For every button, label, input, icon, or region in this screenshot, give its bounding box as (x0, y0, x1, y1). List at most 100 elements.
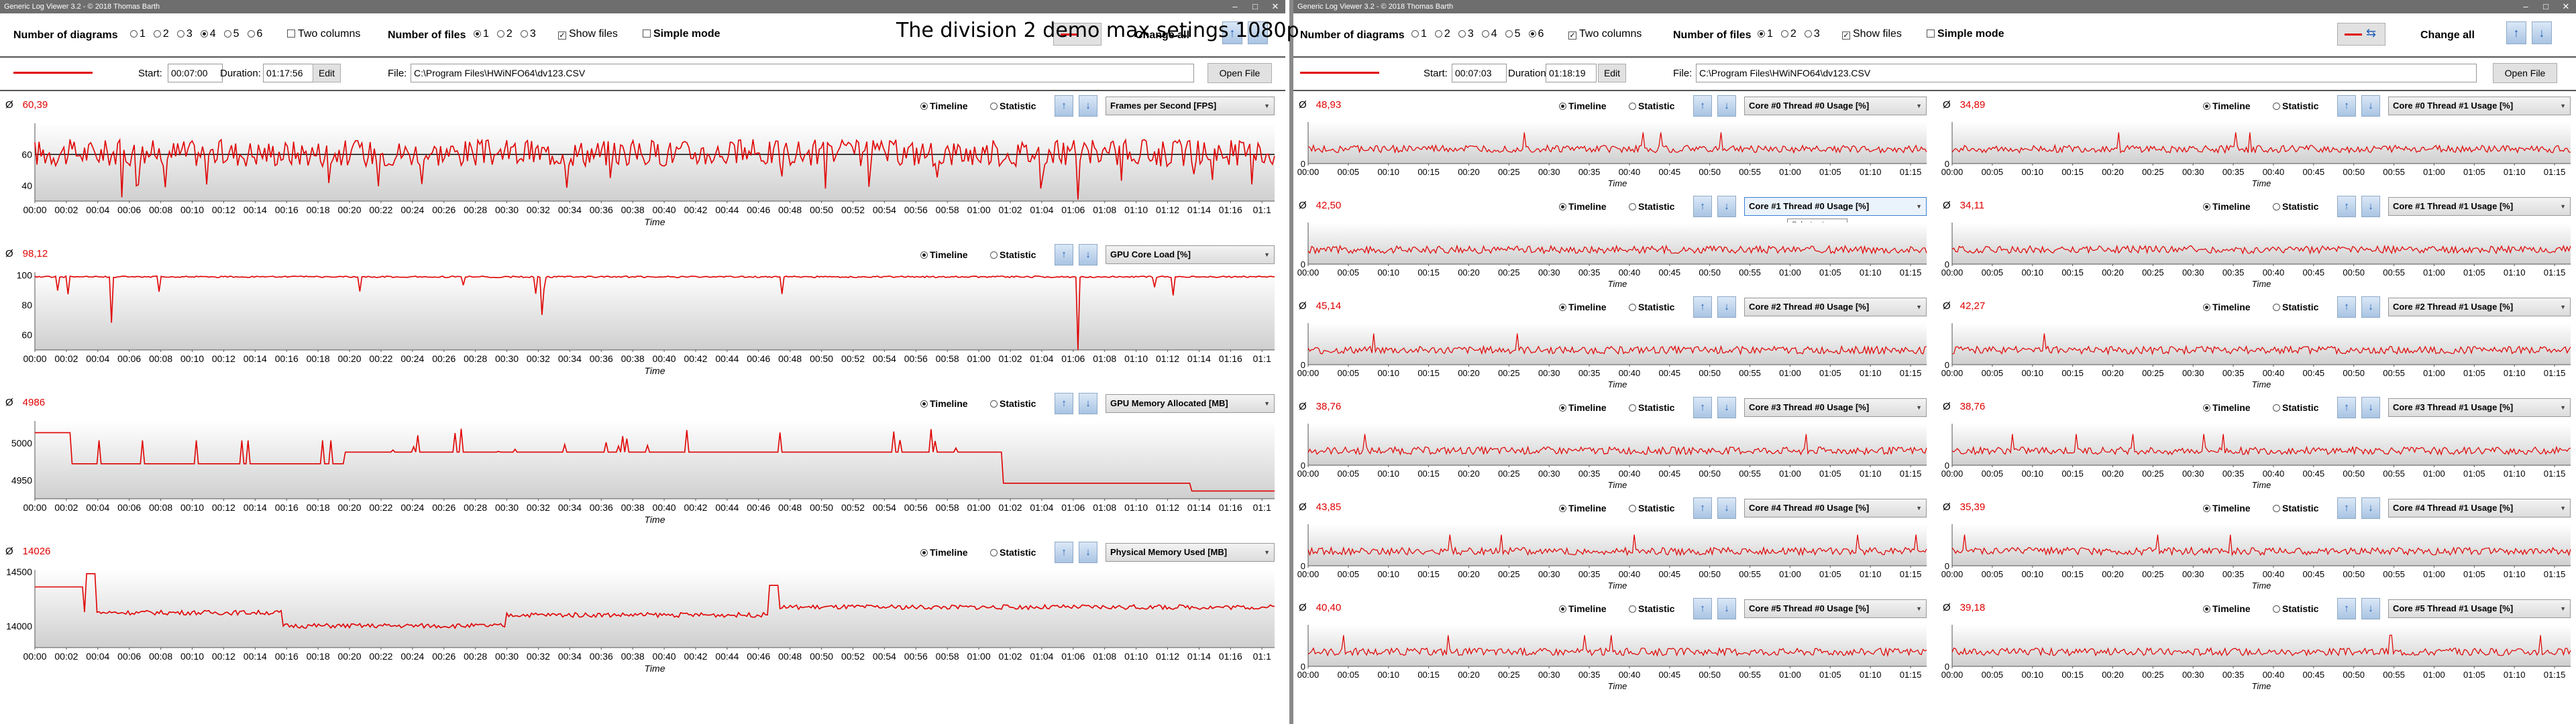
maximize-icon[interactable]: □ (2543, 1, 2548, 11)
move-down-icon[interactable]: ↓ (1079, 244, 1097, 265)
radio-option-5[interactable]: 5 (1505, 28, 1521, 40)
move-down-icon[interactable]: ↓ (1248, 21, 1268, 44)
timeline-radio[interactable]: Timeline (1559, 101, 1607, 111)
move-up-icon[interactable]: ↑ (1693, 95, 1712, 117)
move-up-icon[interactable]: ↑ (2337, 497, 2356, 519)
simple-mode-checkbox[interactable]: Simple mode (643, 28, 720, 40)
close-icon[interactable]: ✕ (1271, 1, 1279, 11)
statistic-radio[interactable]: Statistic (1629, 302, 1674, 312)
statistic-radio[interactable]: Statistic (990, 547, 1036, 558)
open-file-button[interactable]: Open File (2493, 63, 2557, 83)
timeline-radio[interactable]: Timeline (2203, 503, 2251, 514)
move-up-icon[interactable]: ↑ (1055, 393, 1073, 414)
move-up-icon[interactable]: ↑ (1693, 196, 1712, 217)
timeline-radio[interactable]: Timeline (920, 398, 968, 409)
statistic-radio[interactable]: Statistic (2273, 402, 2318, 413)
move-down-icon[interactable]: ↓ (2361, 497, 2380, 519)
category-dropdown[interactable]: Frames per Second [FPS] ▼ (1106, 97, 1275, 115)
open-file-button[interactable]: Open File (1208, 63, 1272, 83)
move-down-icon[interactable]: ↓ (2532, 21, 2552, 44)
move-down-icon[interactable]: ↓ (1079, 95, 1097, 117)
start-field[interactable]: 00:07:00 (168, 64, 223, 82)
radio-option-2[interactable]: 2 (1780, 28, 1796, 40)
move-down-icon[interactable]: ↓ (2361, 296, 2380, 318)
statistic-radio[interactable]: Statistic (1629, 402, 1674, 413)
category-dropdown[interactable]: GPU Core Load [%] ▼ (1106, 245, 1275, 264)
radio-option-2[interactable]: 2 (1434, 28, 1450, 40)
start-field[interactable]: 00:07:03 (1452, 64, 1507, 82)
timeline-radio[interactable]: Timeline (1559, 201, 1607, 212)
edit-button[interactable]: Edit (1598, 64, 1626, 82)
category-dropdown[interactable]: Core #0 Thread #0 Usage [%] ▼ (1744, 97, 1927, 115)
radio-option-1[interactable]: 1 (130, 28, 146, 40)
category-dropdown[interactable]: Core #4 Thread #1 Usage [%] ▼ (2388, 499, 2571, 518)
category-dropdown[interactable]: Core #1 Thread #0 Usage [%] ▼ (1744, 197, 1927, 216)
statistic-radio[interactable]: Statistic (1629, 201, 1674, 212)
radio-option-1[interactable]: 1 (474, 28, 489, 40)
color-swap-button[interactable] (1053, 23, 1102, 46)
timeline-radio[interactable]: Timeline (2203, 603, 2251, 614)
statistic-radio[interactable]: Statistic (2273, 603, 2318, 614)
maximize-icon[interactable]: □ (1252, 1, 1258, 11)
two-columns-checkbox[interactable]: ✓ Two columns (1568, 28, 1642, 40)
category-dropdown[interactable]: Core #5 Thread #1 Usage [%] ▼ (2388, 599, 2571, 618)
color-swap-button[interactable]: ⇆ (2337, 23, 2385, 46)
move-up-icon[interactable]: ↑ (2337, 598, 2356, 619)
move-down-icon[interactable]: ↓ (1717, 95, 1736, 117)
statistic-radio[interactable]: Statistic (2273, 302, 2318, 312)
category-dropdown[interactable]: Physical Memory Used [MB] ▼ (1106, 543, 1275, 562)
move-down-icon[interactable]: ↓ (1717, 296, 1736, 318)
radio-option-6[interactable]: 6 (247, 28, 262, 40)
statistic-radio[interactable]: Statistic (2273, 101, 2318, 111)
move-down-icon[interactable]: ↓ (1717, 598, 1736, 619)
radio-option-5[interactable]: 5 (223, 28, 239, 40)
move-down-icon[interactable]: ↓ (1717, 397, 1736, 418)
statistic-radio[interactable]: Statistic (2273, 201, 2318, 212)
move-up-icon[interactable]: ↑ (1693, 598, 1712, 619)
radio-option-3[interactable]: 3 (1804, 28, 1820, 40)
statistic-radio[interactable]: Statistic (2273, 503, 2318, 514)
category-dropdown[interactable]: Core #3 Thread #0 Usage [%] ▼ (1744, 398, 1927, 417)
timeline-radio[interactable]: Timeline (1559, 402, 1607, 413)
timeline-radio[interactable]: Timeline (2203, 402, 2251, 413)
move-up-icon[interactable]: ↑ (1693, 497, 1712, 519)
statistic-radio[interactable]: Statistic (1629, 603, 1674, 614)
category-dropdown[interactable]: Core #2 Thread #1 Usage [%] ▼ (2388, 298, 2571, 316)
edit-button[interactable]: Edit (313, 64, 341, 82)
move-down-icon[interactable]: ↓ (2361, 196, 2380, 217)
move-up-icon[interactable]: ↑ (2337, 196, 2356, 217)
category-dropdown[interactable]: Core #4 Thread #0 Usage [%] ▼ (1744, 499, 1927, 518)
file-path-field[interactable]: C:\Program Files\HWiNFO64\dv123.CSV (1696, 64, 2477, 82)
radio-option-3[interactable]: 3 (520, 28, 536, 40)
statistic-radio[interactable]: Statistic (990, 249, 1036, 260)
move-up-icon[interactable]: ↑ (1055, 244, 1073, 265)
timeline-radio[interactable]: Timeline (1559, 603, 1607, 614)
move-down-icon[interactable]: ↓ (1717, 497, 1736, 519)
close-icon[interactable]: ✕ (2562, 1, 2570, 11)
move-up-icon[interactable]: ↑ (2506, 21, 2526, 44)
radio-option-4[interactable]: 4 (200, 28, 216, 40)
timeline-radio[interactable]: Timeline (920, 547, 968, 558)
timeline-radio[interactable]: Timeline (1559, 302, 1607, 312)
move-up-icon[interactable]: ↑ (2337, 95, 2356, 117)
radio-option-3[interactable]: 3 (1458, 28, 1474, 40)
category-dropdown[interactable]: GPU Memory Allocated [MB] ▼ (1106, 394, 1275, 413)
category-dropdown[interactable]: Core #0 Thread #1 Usage [%] ▼ (2388, 97, 2571, 115)
timeline-radio[interactable]: Timeline (2203, 201, 2251, 212)
move-down-icon[interactable]: ↓ (2361, 598, 2380, 619)
simple-mode-checkbox[interactable]: Simple mode (1927, 28, 2004, 40)
timeline-radio[interactable]: Timeline (2203, 302, 2251, 312)
timeline-radio[interactable]: Timeline (2203, 101, 2251, 111)
timeline-radio[interactable]: Timeline (920, 249, 968, 260)
minimize-icon[interactable]: – (1232, 1, 1238, 11)
radio-option-1[interactable]: 1 (1411, 28, 1427, 40)
move-up-icon[interactable]: ↑ (1693, 397, 1712, 418)
duration-field[interactable]: 01:17:56 (263, 64, 314, 82)
move-down-icon[interactable]: ↓ (2361, 397, 2380, 418)
move-up-icon[interactable]: ↑ (1055, 95, 1073, 117)
radio-option-1[interactable]: 1 (1758, 28, 1773, 40)
radio-option-2[interactable]: 2 (496, 28, 513, 40)
move-up-icon[interactable]: ↑ (2337, 296, 2356, 318)
move-up-icon[interactable]: ↑ (2337, 397, 2356, 418)
statistic-radio[interactable]: Statistic (990, 101, 1036, 111)
